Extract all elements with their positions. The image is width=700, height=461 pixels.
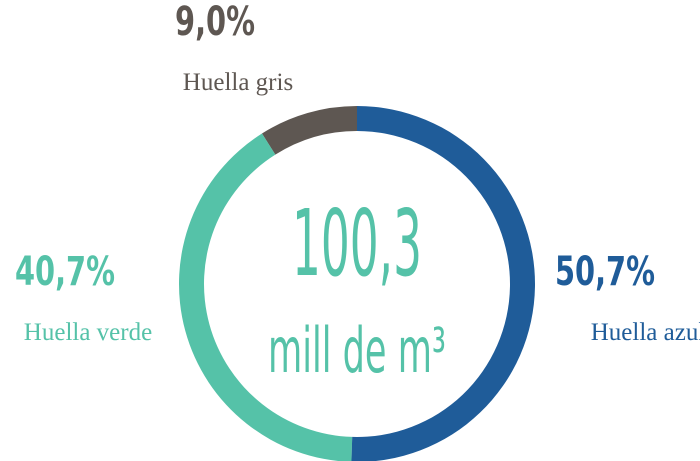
category-label: Huella gris [183,69,293,96]
donut-segment [179,133,353,461]
value-label: 40,7% [15,249,115,295]
donut-segment [351,106,535,461]
value-label: 9,0% [175,0,255,45]
center-value: 100,3 [292,190,422,297]
value-label: 50,7% [555,249,655,295]
center-unit: mill de m³ [268,314,446,387]
category-label: Huella azul [591,319,700,346]
category-label: Huella verde [24,319,152,346]
donut-segment [261,106,357,155]
